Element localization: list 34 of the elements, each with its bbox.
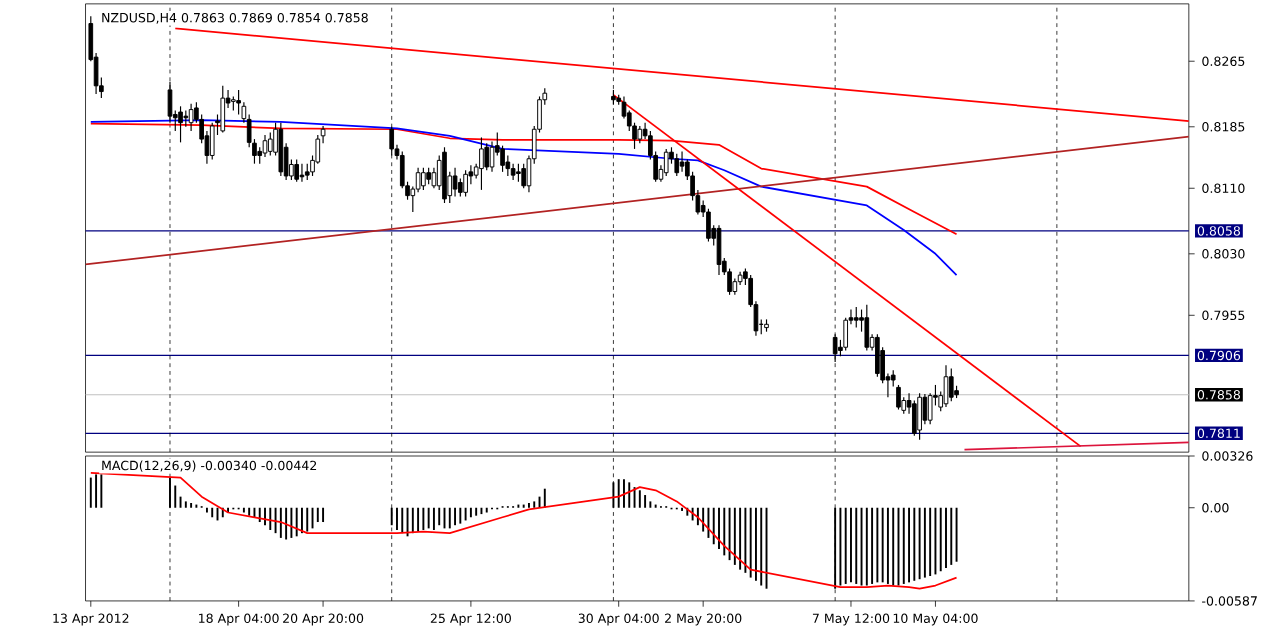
candlestick [421, 167, 426, 191]
candlestick [922, 393, 928, 426]
candlestick [516, 163, 521, 183]
candlestick [875, 333, 880, 378]
candlestick [278, 122, 284, 177]
candlestick [948, 368, 954, 403]
candlestick [442, 146, 447, 204]
candlestick [463, 169, 468, 198]
candlestick [267, 132, 273, 157]
candlestick [479, 137, 484, 191]
candlestick [236, 89, 241, 116]
candlestick [299, 163, 305, 183]
candlestick [706, 208, 711, 243]
candlestick [674, 153, 680, 177]
candlestick [209, 122, 215, 161]
candlestick [911, 400, 917, 437]
candlestick [679, 151, 685, 173]
candlestick [294, 159, 300, 183]
candlestick [521, 163, 527, 190]
candlestick [262, 134, 268, 158]
candlestick [188, 103, 194, 132]
candlestick [178, 106, 183, 144]
candlestick [220, 85, 226, 134]
candlestick [917, 392, 922, 441]
candlestick [927, 392, 933, 426]
candlestick [431, 167, 437, 190]
candlestick [452, 167, 458, 198]
candlestick [853, 306, 859, 329]
candlestick [843, 317, 849, 352]
candlestick [896, 384, 901, 411]
line-series [89, 119, 958, 277]
candlestick [489, 141, 495, 173]
candlestick [864, 304, 870, 352]
candlestick [663, 148, 669, 177]
